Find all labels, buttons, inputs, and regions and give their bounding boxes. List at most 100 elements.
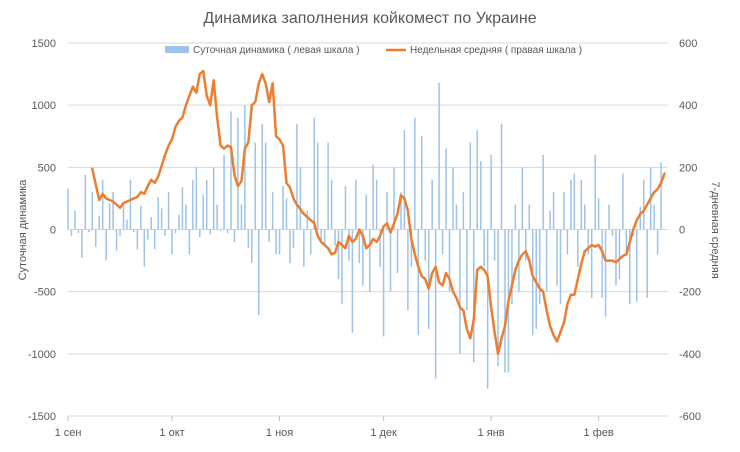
bar xyxy=(486,229,489,389)
bar xyxy=(153,229,156,250)
bar xyxy=(355,179,357,230)
bar xyxy=(240,204,243,230)
legend-bar-label: Суточная динамика ( левая шкала ) xyxy=(193,45,360,56)
right-tick-label: 600 xyxy=(679,38,697,50)
bar xyxy=(424,229,426,261)
bar xyxy=(504,229,506,373)
bar xyxy=(542,154,544,230)
bar xyxy=(365,194,368,230)
bar xyxy=(108,203,111,230)
right-axis-ticks: 600 400 200 0 -200 -400 -600 xyxy=(679,38,701,423)
chart-title: Динамика заполнения койкомест по Украине xyxy=(203,10,536,27)
x-tick-label: 1 дек xyxy=(370,427,397,439)
bar xyxy=(275,229,277,255)
right-tick-label: -600 xyxy=(679,411,701,423)
left-tick-label: -1000 xyxy=(28,349,56,361)
bar xyxy=(646,229,648,298)
bar xyxy=(74,210,76,230)
bar xyxy=(299,167,302,230)
left-axis-title: Суточная динамика xyxy=(17,179,29,281)
bar xyxy=(271,192,274,230)
bar xyxy=(601,229,603,298)
bar xyxy=(195,167,198,230)
bar xyxy=(98,215,100,230)
daily-bars xyxy=(67,82,662,389)
right-tick-label: 0 xyxy=(679,225,685,237)
bar xyxy=(531,229,534,336)
bar xyxy=(421,136,423,230)
bar xyxy=(247,229,250,249)
bar xyxy=(171,229,173,255)
bar xyxy=(344,185,347,230)
bar xyxy=(126,219,128,230)
bar xyxy=(389,229,392,292)
left-tick-label: 0 xyxy=(50,225,56,237)
bar xyxy=(285,198,288,230)
bar xyxy=(219,229,222,231)
bar xyxy=(167,192,170,230)
bar xyxy=(521,167,524,230)
bar xyxy=(81,229,83,259)
bar xyxy=(528,204,531,230)
bar xyxy=(122,204,125,230)
left-tick-label: -500 xyxy=(34,287,56,299)
bar xyxy=(310,229,312,255)
bar xyxy=(341,229,343,305)
x-tick-label: 1 сен xyxy=(55,427,82,439)
left-tick-label: 1500 xyxy=(32,38,56,50)
bar xyxy=(653,204,655,230)
bar xyxy=(434,229,437,379)
bar xyxy=(178,214,180,230)
bar xyxy=(327,142,329,230)
bar xyxy=(129,179,132,230)
bar xyxy=(545,229,548,292)
bar xyxy=(462,192,465,230)
bar xyxy=(237,117,239,230)
bar xyxy=(604,229,607,317)
bar xyxy=(140,205,142,230)
legend-bar-swatch xyxy=(165,46,189,53)
bar xyxy=(559,229,562,305)
bar xyxy=(625,229,628,255)
x-tick-label: 1 фев xyxy=(584,427,614,439)
bar xyxy=(251,229,253,264)
bar xyxy=(254,142,257,230)
bar xyxy=(143,229,146,267)
x-axis-ticks: 1 сен 1 окт 1 ноя 1 дек 1 янв 1 фев xyxy=(55,416,614,439)
bar xyxy=(427,229,430,329)
bar xyxy=(393,167,395,230)
bar xyxy=(316,142,319,230)
bar xyxy=(445,148,447,230)
bar xyxy=(382,229,385,337)
bar xyxy=(105,229,107,261)
bar xyxy=(150,217,152,230)
bar xyxy=(351,229,354,333)
bar xyxy=(372,164,374,230)
bar xyxy=(264,142,267,230)
bar xyxy=(431,179,433,230)
bar xyxy=(497,229,499,367)
bar xyxy=(258,229,260,316)
bar xyxy=(525,229,527,261)
bar xyxy=(84,174,87,230)
bar xyxy=(594,154,596,230)
bar xyxy=(556,229,558,286)
bar xyxy=(573,173,576,230)
bar xyxy=(577,229,579,267)
bar xyxy=(552,192,555,230)
bar xyxy=(233,229,236,242)
bar xyxy=(209,229,211,235)
bar xyxy=(199,229,201,237)
bar xyxy=(181,187,184,230)
bar xyxy=(136,229,139,250)
bar xyxy=(570,179,572,230)
bar xyxy=(469,142,472,230)
bar xyxy=(303,229,305,267)
bar xyxy=(636,229,638,302)
bar xyxy=(337,229,340,280)
bar xyxy=(362,229,364,286)
bar xyxy=(261,123,263,230)
x-tick-label: 1 янв xyxy=(478,427,505,439)
bar xyxy=(417,229,420,336)
bar xyxy=(358,229,361,264)
